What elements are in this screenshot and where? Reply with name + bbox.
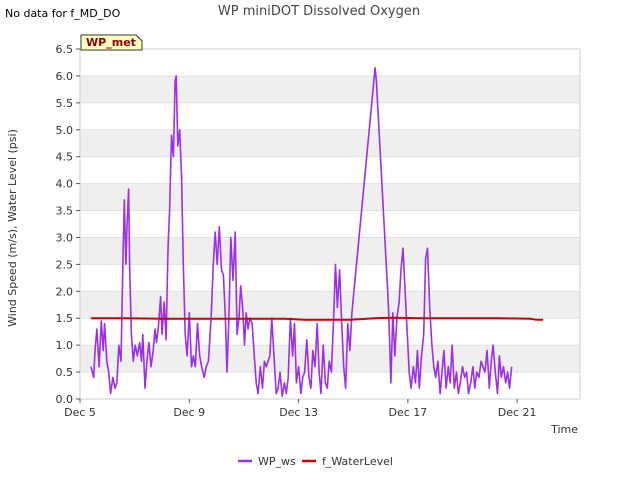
y-tick-label: 5.0	[56, 124, 74, 137]
grid-band	[80, 291, 580, 319]
x-tick-label: Dec 9	[173, 406, 205, 419]
badge-box	[80, 34, 143, 51]
y-tick-label: 3.5	[56, 205, 74, 218]
grid-band	[80, 183, 580, 211]
y-tick-label: 1.5	[56, 312, 74, 325]
y-tick-label: 1.0	[56, 339, 74, 352]
y-tick-label: 2.5	[56, 258, 74, 271]
x-tick-label: Dec 21	[498, 406, 537, 419]
legend-label-WP_ws: WP_ws	[258, 455, 296, 468]
x-tick-label: Dec 13	[279, 406, 318, 419]
y-tick-label: 3.0	[56, 231, 74, 244]
y-tick-label: 0.5	[56, 366, 74, 379]
plot-frame	[79, 48, 581, 400]
x-tick-label: Dec 17	[388, 406, 427, 419]
no-data-note: No data for f_MD_DO	[5, 7, 121, 20]
y-tick-label: 2.0	[56, 285, 74, 298]
y-tick-label: 6.5	[56, 43, 74, 56]
y-tick-label: 0.0	[56, 393, 74, 406]
x-tick-label: Dec 5	[64, 406, 96, 419]
grid-band	[80, 75, 580, 103]
grid-band	[80, 237, 580, 265]
y-axis-label: Wind Speed (m/s), Water Level (psi)	[6, 129, 19, 327]
badge-label: WP_met	[86, 36, 136, 49]
y-tick-label: 4.5	[56, 151, 74, 164]
y-tick-label: 4.0	[56, 178, 74, 191]
legend-label-f_WaterLevel: f_WaterLevel	[322, 455, 393, 468]
x-axis-label: Time	[550, 423, 578, 436]
y-tick-label: 5.5	[56, 97, 74, 110]
series-line-f_WaterLevel	[90, 316, 544, 321]
chart-title: WP miniDOT Dissolved Oxygen	[218, 4, 420, 19]
y-tick-label: 6.0	[56, 70, 74, 83]
grid-band	[80, 129, 580, 157]
series-line-WP_ws	[90, 67, 513, 398]
